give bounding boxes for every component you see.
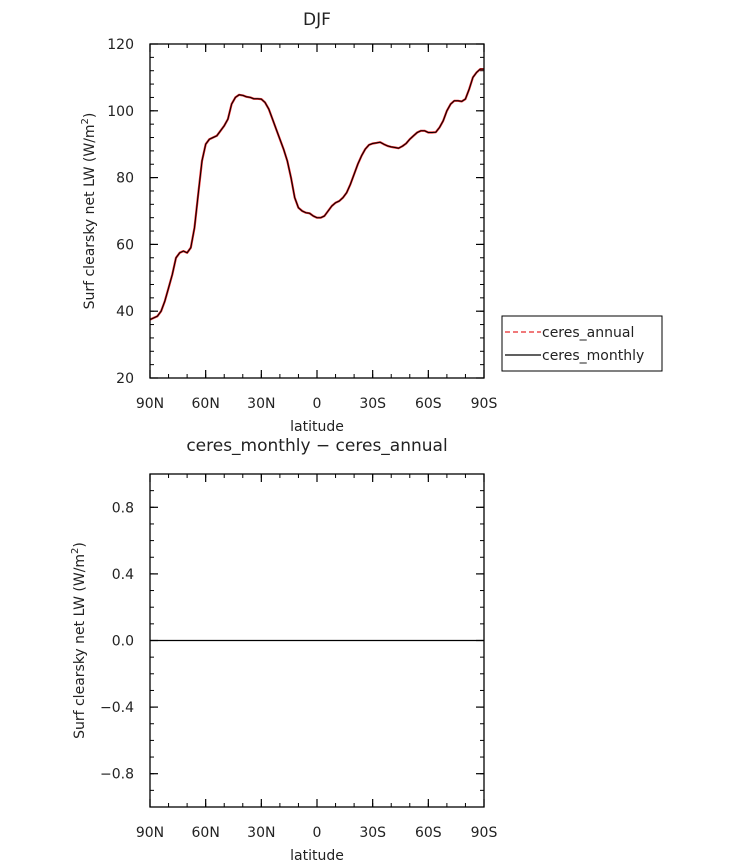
x-tick-label: 0 <box>313 396 322 412</box>
y-axis-label-sup: 2 <box>70 548 81 554</box>
x-tick-label: 90S <box>471 825 498 841</box>
y-tick-label: 0.0 <box>112 634 134 650</box>
y-tick-label: 80 <box>116 171 134 187</box>
legend-label: ceres_annual <box>542 325 634 341</box>
y-tick-label: 120 <box>107 37 134 53</box>
legend <box>501 315 663 372</box>
y-axis-label-main: Surf clearsky net LW (W/m <box>82 124 98 309</box>
y-axis-label-sup: 2 <box>80 118 91 124</box>
y-tick-label: −0.4 <box>100 700 134 716</box>
x-tick-label: 30N <box>247 825 275 841</box>
y-axis-label: Surf clearsky net LW (W/m2) <box>80 113 98 310</box>
y-tick-label: 0.4 <box>112 567 134 583</box>
y-axis-label-tail: ) <box>82 113 98 118</box>
y-axis-label-tail: ) <box>72 542 88 547</box>
series-line-ceres_annual <box>149 67 484 321</box>
x-tick-label: 30S <box>359 825 386 841</box>
x-tick-label: 30N <box>247 396 275 412</box>
y-tick-label: −0.8 <box>100 767 134 783</box>
y-tick-label: 60 <box>116 237 134 253</box>
bottom-panel: Surf clearsky net LW (W/m2) <box>70 473 485 808</box>
x-tick-label: 90S <box>471 396 498 412</box>
y-tick-label: 40 <box>116 304 134 320</box>
y-axis-label-main: Surf clearsky net LW (W/m <box>72 554 88 739</box>
x-tick-label: 60N <box>192 825 220 841</box>
x-axis-label: latitude <box>290 419 344 435</box>
x-tick-label: 60N <box>192 396 220 412</box>
y-tick-label: 0.8 <box>112 500 134 516</box>
y-tick-label: 20 <box>116 371 134 387</box>
x-tick-label: 30S <box>359 396 386 412</box>
x-tick-label: 0 <box>313 825 322 841</box>
x-tick-label: 90N <box>136 825 164 841</box>
plot-frame <box>149 43 485 379</box>
top-panel: Surf clearsky net LW (W/m2) <box>80 43 663 379</box>
x-axis-label: latitude <box>290 848 344 864</box>
legend-box <box>501 315 663 372</box>
y-tick-label: 100 <box>107 104 134 120</box>
chart-title: ceres_monthly − ceres_annual <box>186 436 447 456</box>
x-tick-label: 60S <box>415 396 442 412</box>
x-tick-label: 60S <box>415 825 442 841</box>
series-line-ceres_monthly <box>149 68 484 321</box>
chart-title: DJF <box>303 10 331 30</box>
x-tick-label: 90N <box>136 396 164 412</box>
legend-label: ceres_monthly <box>542 348 644 364</box>
y-axis-label: Surf clearsky net LW (W/m2) <box>70 542 88 739</box>
plot-frame <box>149 473 485 808</box>
